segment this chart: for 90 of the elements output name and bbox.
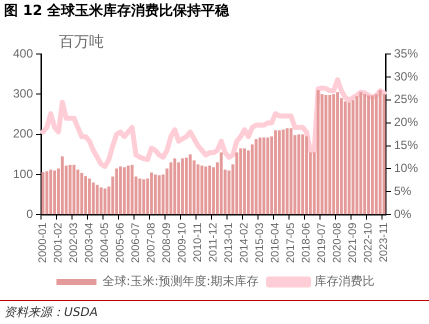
- y2-tick-label: 30%: [394, 69, 418, 84]
- bar: [84, 176, 88, 214]
- bar: [92, 182, 95, 214]
- bar: [196, 164, 200, 214]
- x-tick-label: 2020-08: [332, 222, 344, 264]
- x-tick-label: 2022-10: [362, 222, 375, 264]
- bar: [290, 128, 292, 214]
- bar: [348, 102, 351, 214]
- bar: [274, 130, 277, 214]
- x-tick-label: 2008-09: [161, 222, 174, 264]
- y2-tick-label: 35%: [394, 46, 418, 60]
- bar: [208, 166, 212, 214]
- y-tick-label: 400: [12, 46, 34, 60]
- bar: [169, 162, 172, 214]
- bar: [352, 100, 354, 214]
- y2-tick-label: 15%: [394, 138, 418, 152]
- y2-tick-label: 20%: [394, 115, 418, 130]
- x-tick-label: 2021-09: [347, 222, 360, 264]
- bar: [88, 178, 91, 214]
- bar: [184, 158, 188, 214]
- bar: [278, 130, 281, 214]
- bar: [382, 94, 386, 214]
- x-tick-label: 2013-01: [223, 222, 236, 264]
- y2-tick-label: 25%: [394, 92, 418, 106]
- y2-tick-label: 5%: [394, 184, 412, 198]
- bar: [104, 188, 106, 214]
- y2-tick-label: 0%: [394, 206, 412, 221]
- bar: [100, 187, 103, 214]
- legend-label: 全球:玉米:预测年度:期末库存: [102, 274, 259, 288]
- bar: [138, 178, 142, 214]
- x-tick-label: 2017-05: [285, 222, 298, 264]
- bar: [181, 158, 184, 214]
- bar: [45, 171, 48, 214]
- y-tick-label: 200: [12, 126, 34, 141]
- bar: [286, 128, 289, 214]
- x-tick-label: 2002-03: [68, 222, 80, 264]
- bar: [301, 134, 304, 214]
- bar: [53, 170, 56, 214]
- bar: [154, 174, 157, 214]
- x-tick-label: 2023-11: [378, 222, 390, 262]
- bar: [200, 166, 204, 214]
- bar: [68, 164, 72, 214]
- bar: [119, 166, 122, 214]
- bar: [150, 172, 153, 214]
- bar: [262, 138, 266, 214]
- y-tick-label: 0: [26, 206, 34, 221]
- y-tick-label: 300: [12, 86, 34, 100]
- legend-label: 库存消费比: [314, 274, 375, 288]
- x-tick-label: 2010-11: [192, 222, 204, 262]
- bar: [305, 136, 308, 214]
- bar: [367, 95, 370, 214]
- x-tick-label: 2000-01: [36, 222, 49, 264]
- chart-title: 图 12 全球玉米库存消费比保持平稳: [4, 2, 230, 20]
- x-tick-label: 2006-07: [130, 222, 142, 264]
- y2-tick-label: 10%: [394, 161, 418, 176]
- bar: [42, 172, 44, 214]
- y-axis-title: 百万吨: [59, 32, 104, 50]
- bar: [316, 90, 320, 214]
- bar: [60, 156, 64, 214]
- bar: [177, 162, 180, 214]
- bar: [336, 92, 339, 214]
- bar: [254, 139, 258, 214]
- text: 资料来源：USDA: [4, 304, 98, 321]
- x-tick-label: 2005-06: [114, 222, 127, 264]
- x-tick-label: 2007-08: [146, 222, 158, 264]
- bar: [239, 148, 242, 214]
- bar: [258, 138, 262, 214]
- x-tick-label: 2004-05: [99, 222, 112, 264]
- bar: [243, 148, 246, 214]
- bar: [130, 164, 134, 214]
- x-tick-label: 2018-06: [300, 222, 313, 264]
- bar: [320, 94, 324, 214]
- x-tick-label: 2015-03: [254, 222, 266, 264]
- x-tick-label: 2003-04: [84, 222, 96, 264]
- bar: [115, 168, 118, 214]
- bar: [355, 96, 358, 214]
- x-tick-label: 2009-10: [176, 222, 189, 264]
- x-tick-label: 2014-02: [238, 222, 251, 264]
- bar: [122, 167, 126, 214]
- bar: [363, 94, 366, 214]
- bar: [378, 90, 382, 214]
- bar: [370, 95, 374, 214]
- bar: [332, 94, 336, 214]
- bar: [324, 94, 328, 214]
- x-tick-label: 2016-04: [270, 222, 282, 264]
- bar: [72, 164, 76, 214]
- y-tick-label: 100: [12, 166, 34, 181]
- x-tick-label: 2019-07: [316, 222, 328, 264]
- x-tick-label: 2001-02: [52, 222, 64, 264]
- x-tick-label: 2011-12: [208, 222, 220, 262]
